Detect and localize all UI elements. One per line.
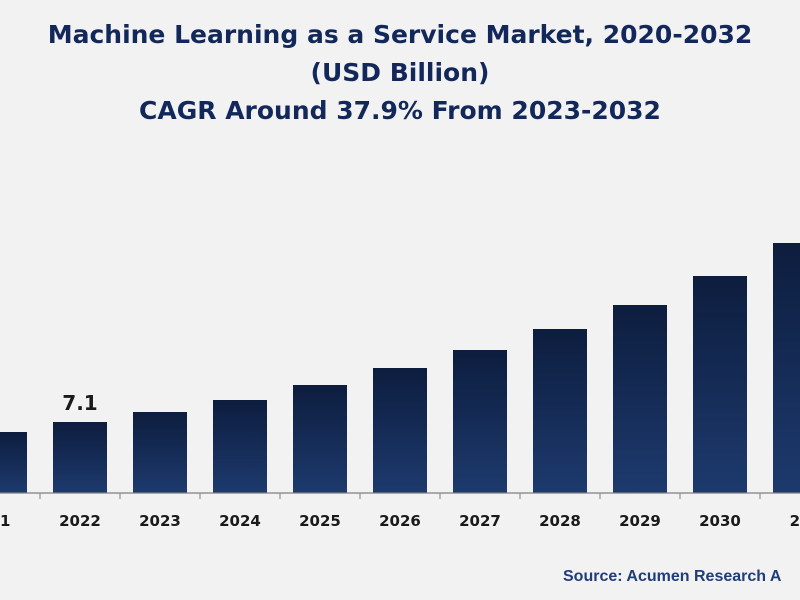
bar-2025 <box>293 385 347 493</box>
x-tick-label-2023: 2023 <box>139 512 181 530</box>
bar-2027 <box>453 350 507 493</box>
bar-2030 <box>693 276 747 493</box>
source-note: Source: Acumen Research A <box>563 568 782 585</box>
title-line-2: (USD Billion) <box>310 58 490 87</box>
x-tick-label-2022: 2022 <box>59 512 101 530</box>
data-label-2022: 7.1 <box>62 391 97 415</box>
bar-2029 <box>613 305 667 493</box>
bar-20 <box>773 243 800 493</box>
bar-2022 <box>53 422 107 493</box>
x-axis-labels: 21 2022 2023 2024 2025 2026 2027 2028 2029 2030 20 <box>0 512 800 530</box>
title-line-3: CAGR Around 37.9% From 2023-2032 <box>139 96 661 125</box>
x-axis-ticks <box>39 493 761 499</box>
x-tick-label-2028: 2028 <box>539 512 581 530</box>
bar-2024 <box>213 400 267 493</box>
x-tick-label-2024: 2024 <box>219 512 261 530</box>
x-tick-label-2030: 2030 <box>699 512 741 530</box>
x-tick-label-2025: 2025 <box>299 512 341 530</box>
x-tick-label-2027: 2027 <box>459 512 501 530</box>
bar-2026 <box>373 368 427 493</box>
data-labels: 7.1 <box>62 391 97 415</box>
x-tick-label-20: 20 <box>790 512 800 530</box>
chart-title: Machine Learning as a Service Market, 20… <box>0 16 800 130</box>
bar-2028 <box>533 329 587 493</box>
x-tick-label-21: 21 <box>0 512 10 530</box>
title-line-1: Machine Learning as a Service Market, 20… <box>47 20 753 49</box>
bar-2023 <box>133 412 187 493</box>
x-tick-label-2026: 2026 <box>379 512 421 530</box>
bar-21 <box>0 432 27 493</box>
x-tick-label-2029: 2029 <box>619 512 661 530</box>
bar-series <box>0 243 800 493</box>
